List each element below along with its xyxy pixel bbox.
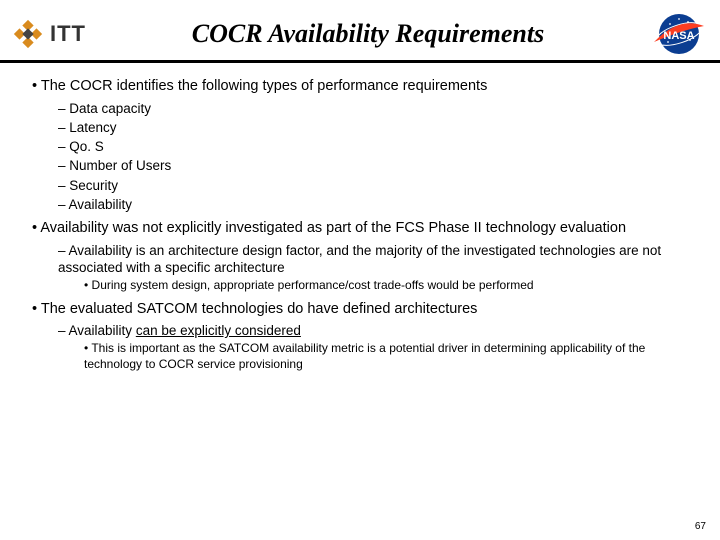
bullet-3-sub-1: Availability can be explicitly considere… — [58, 322, 688, 372]
page-number: 67 — [695, 521, 706, 532]
slide-header: ITT COCR Availability Requirements NASA — [0, 0, 720, 60]
bullet-1-text: The COCR identifies the following types … — [41, 78, 487, 94]
bullet-1: The COCR identifies the following types … — [32, 77, 688, 213]
bullet-3-sub-1-prefix: Availability — [69, 323, 136, 338]
bullet-1-sub-1: Data capacity — [58, 100, 688, 117]
bullet-3: The evaluated SATCOM technologies do hav… — [32, 300, 688, 373]
itt-logo-icon — [12, 18, 44, 50]
bullet-3-sub-1-underline: can be explicitly considered — [136, 323, 301, 338]
bullet-3-sub-1-sub-1: This is important as the SATCOM availabi… — [84, 341, 688, 372]
nasa-logo-icon: NASA — [650, 10, 708, 58]
itt-logo-text: ITT — [50, 21, 86, 47]
bullet-1-sub-5: Security — [58, 177, 688, 194]
bullet-3-text: The evaluated SATCOM technologies do hav… — [41, 301, 478, 317]
bullet-2-sub-1-text: Availability is an architecture design f… — [58, 243, 661, 275]
bullet-1-sub-6: Availability — [58, 196, 688, 213]
bullet-2-sub-1-sub-1: During system design, appropriate perfor… — [84, 278, 688, 293]
slide-body: The COCR identifies the following types … — [0, 77, 720, 372]
bullet-1-sub-3: Qo. S — [58, 138, 688, 155]
header-divider — [0, 60, 720, 63]
bullet-2-sub-1: Availability is an architecture design f… — [58, 242, 688, 294]
bullet-2: Availability was not explicitly investig… — [32, 219, 688, 293]
itt-logo: ITT — [12, 18, 86, 50]
bullet-1-sub-4: Number of Users — [58, 157, 688, 174]
slide-title: COCR Availability Requirements — [86, 19, 650, 49]
bullet-1-sub-2: Latency — [58, 119, 688, 136]
bullet-2-text: Availability was not explicitly investig… — [40, 220, 626, 236]
